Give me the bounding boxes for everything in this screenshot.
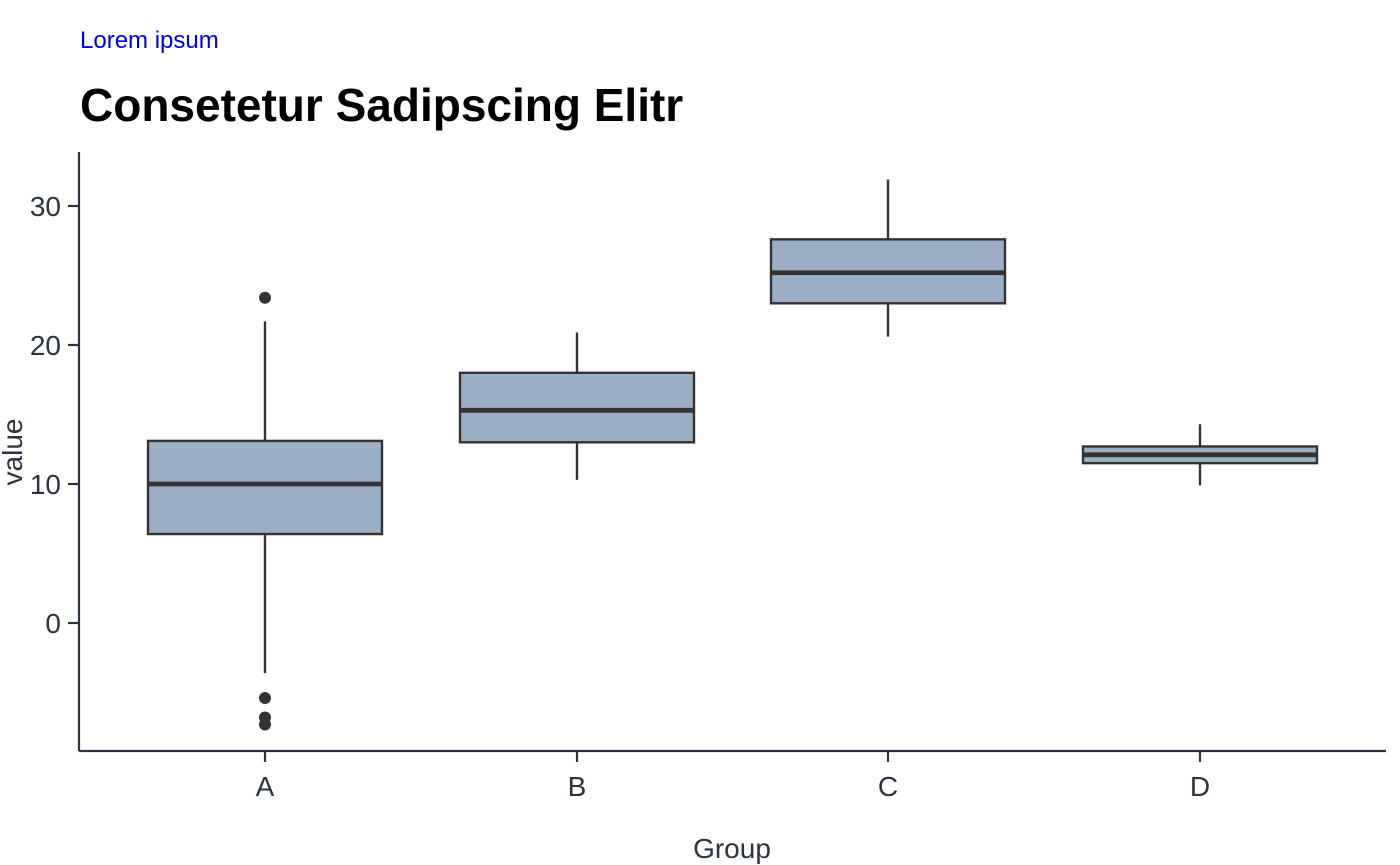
- x-tick-label: C: [878, 771, 898, 802]
- outlier-point: [259, 718, 271, 731]
- y-axis-title: value: [0, 419, 28, 486]
- axes-layer: [77, 152, 1386, 753]
- box-group-a: [146, 291, 384, 731]
- x-tick-label: D: [1190, 771, 1210, 802]
- box-group-c: [769, 179, 1007, 337]
- y-tick-label: 20: [30, 330, 61, 361]
- y-tick-label: 30: [30, 191, 61, 222]
- box-group-b: [458, 332, 696, 480]
- y-tick-label: 10: [30, 469, 61, 500]
- x-tick-label: B: [568, 771, 587, 802]
- box-group-d: [1081, 424, 1319, 486]
- chart-subtitle: Lorem ipsum: [80, 27, 219, 54]
- chart-title: Consetetur Sadipscing Elitr: [80, 79, 684, 131]
- iqr-box: [146, 439, 384, 536]
- outlier-point: [259, 692, 271, 705]
- outlier-point: [259, 291, 271, 304]
- x-tick-label: A: [256, 771, 275, 802]
- y-tick-label: 0: [45, 608, 61, 639]
- boxes-layer: [146, 179, 1319, 731]
- iqr-box: [458, 371, 696, 444]
- ticks-layer: A B C D 0 10 20 30: [30, 191, 1210, 802]
- x-axis-title: Group: [693, 833, 771, 864]
